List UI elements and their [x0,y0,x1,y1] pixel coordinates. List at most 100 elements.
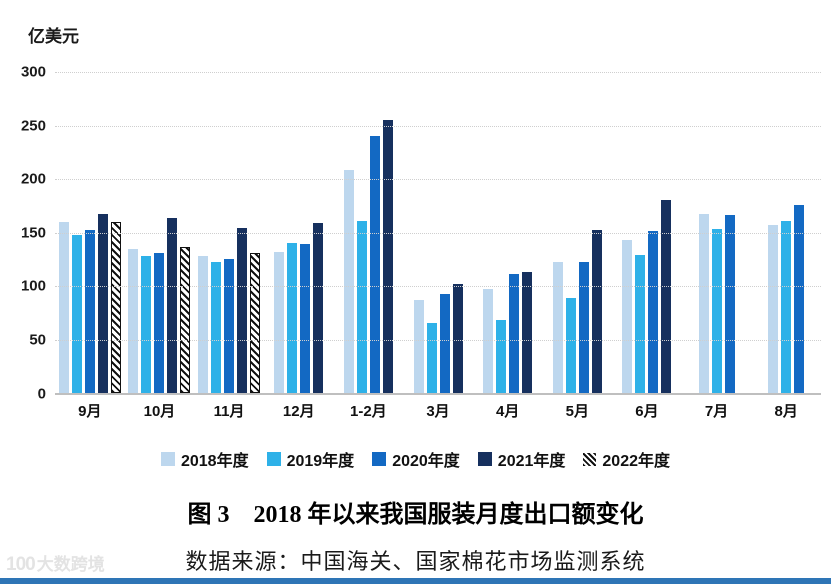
bar-2021年度-4月 [522,272,533,393]
bar-2020年度-9月 [84,230,95,393]
legend-item-2019年度: 2019年度 [266,447,355,471]
bar-2022年度-10月 [180,247,191,393]
bar-2021年度-11月 [237,228,248,393]
bar-2019年度-4月 [496,320,507,393]
watermark-logo-icon: 100 [6,554,36,575]
bar-2018年度-4月 [483,289,494,393]
x-axis-label-12月: 12月 [282,403,315,420]
watermark-text: 大数跨境 [36,555,105,574]
y-tick-label-200: 200 [20,170,46,188]
legend-item-2021年度: 2021年度 [477,447,566,471]
y-tick-label-100: 100 [20,277,46,295]
bar-2020年度-5月 [578,262,589,393]
bar-2018年度-8月 [768,225,779,393]
legend-item-2018年度: 2018年度 [160,447,249,471]
bar-group-8月 [751,72,821,393]
bar-group-4月 [473,72,543,393]
bar-2020年度-6月 [648,231,659,393]
x-axis-label-1-2月: 1-2月 [350,403,387,420]
bar-group-6月 [612,72,682,393]
legend-label: 2021年度 [497,453,566,470]
bar-group-12月 [264,72,334,393]
x-axis-label-3月: 3月 [426,403,450,420]
bar-2019年度-3月 [426,323,437,393]
legend-label: 2020年度 [392,453,460,470]
x-axis-label-6月: 6月 [635,403,659,420]
x-axis-label-7月: 7月 [704,403,729,420]
legend-swatch-icon [477,452,492,466]
legend-swatch-icon [372,452,387,466]
bar-2018年度-7月 [698,214,709,393]
y-tick-label-150: 150 [20,224,46,241]
y-tick-label-300: 300 [20,63,46,81]
gridline-y-100 [55,286,821,287]
site-watermark: 100 大数跨境 [6,550,105,576]
gridline-y-250 [55,125,821,127]
bar-group-1-2月 [334,72,404,393]
legend-swatch-icon [583,452,597,466]
bar-2019年度-5月 [565,297,576,393]
y-tick-label-0: 0 [37,385,46,403]
gridline-y-200 [55,179,821,180]
legend-label: 2018年度 [180,453,249,470]
gridline-y-150 [55,232,821,234]
bar-2019年度-10月 [141,256,152,393]
legend-label: 2019年度 [286,453,355,470]
bar-2021年度-1-2月 [382,120,393,393]
bar-2020年度-4月 [509,274,520,393]
bar-group-7月 [682,72,752,393]
bar-2021年度-5月 [591,230,602,393]
bar-group-11月 [194,72,264,393]
bar-2019年度-1-2月 [356,220,367,393]
x-axis-label-8月: 8月 [774,403,798,420]
gridline-y-50 [55,339,821,341]
bar-2019年度-11月 [211,262,222,393]
bar-2019年度-9月 [71,234,82,393]
bar-group-5月 [542,72,612,393]
x-axis-label-11月: 11月 [213,403,245,420]
bar-2018年度-12月 [274,251,285,393]
x-axis-label-10月: 10月 [143,403,176,420]
x-axis-labels: 9月 10月 11月 12月 1-2月 3月 4月 5月 6月 7月 8月 [55,400,821,421]
bar-2019年度-12月 [287,243,298,393]
legend-swatch-icon [266,452,281,466]
bar-2018年度-11月 [198,256,209,393]
bar-2021年度-6月 [661,200,672,393]
bar-2018年度-9月 [58,221,69,393]
bar-2018年度-3月 [413,299,424,393]
bar-2018年度-5月 [552,262,563,393]
bar-group-9月 [55,72,125,393]
bar-2022年度-11月 [250,252,261,393]
bar-2020年度-1-2月 [369,136,380,393]
bar-2020年度-12月 [300,244,311,393]
chart-legend: 2018年度 2019年度 2020年度 2021年度 2022年度 [0,447,831,471]
legend-label: 2022年度 [602,453,671,470]
bar-2019年度-7月 [711,229,722,393]
legend-item-2022年度: 2022年度 [583,447,670,471]
bar-2019年度-8月 [781,220,792,393]
bar-group-10月 [125,72,195,393]
bar-2020年度-11月 [224,259,235,393]
bar-2021年度-3月 [452,283,463,393]
bar-2018年度-1-2月 [343,170,354,393]
bar-2022年度-9月 [110,221,121,393]
bar-2021年度-9月 [97,214,108,393]
bar-2018年度-6月 [622,240,633,393]
x-axis-label-5月: 5月 [565,403,589,420]
bar-2020年度-3月 [439,293,450,393]
bar-2021年度-10月 [167,217,178,393]
y-axis-unit-label: 亿美元 [28,27,79,46]
legend-item-2020年度: 2020年度 [372,447,460,471]
bar-2020年度-7月 [724,215,735,393]
bar-2021年度-12月 [313,222,324,393]
bottom-blue-strip [0,578,831,584]
y-tick-label-250: 250 [20,117,46,134]
x-axis-label-9月: 9月 [78,403,102,420]
data-source-note: 数据来源：中国海关、国家棉花市场监测系统 [185,549,646,574]
legend-swatch-icon [160,452,175,466]
y-tick-label-50: 50 [29,331,46,348]
bar-2020年度-8月 [794,204,805,393]
bar-chart-plot-area: 0 50 100 150 200 250 300 [21,64,821,403]
bar-groups [55,72,821,393]
